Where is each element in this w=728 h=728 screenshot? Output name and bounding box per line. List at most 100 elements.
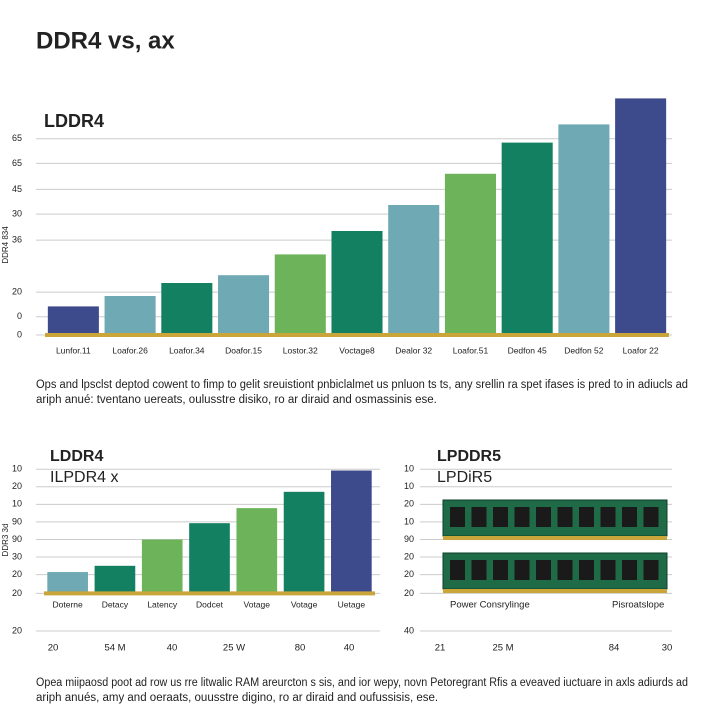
ram-chip: [643, 507, 659, 527]
ram-chip: [536, 560, 551, 580]
y-tick-label: 0: [17, 329, 22, 339]
bar: [47, 306, 99, 335]
y-tick-label: 30: [12, 551, 22, 561]
y-tick-label: 20: [12, 625, 22, 635]
ram-chip: [450, 507, 465, 527]
module-label: Pisroatslope: [612, 600, 664, 611]
paragraph-line: ariph anués, amy and oeraats, ouusstre d…: [36, 692, 438, 704]
footer-label: 25 W: [223, 643, 245, 654]
y-tick-label: 90: [404, 534, 414, 544]
y-axis-label: DDR4 834: [1, 226, 10, 264]
x-tick-label: Voctage8: [339, 345, 375, 355]
ram-chip: [622, 560, 637, 580]
ram-chip: [557, 560, 573, 580]
bar: [47, 572, 88, 594]
footer-label: 20: [48, 643, 59, 654]
chart-subtitle: ILPDR4 x: [50, 469, 118, 486]
y-tick-label: 20: [404, 499, 414, 509]
y-tick-label: 20: [404, 569, 414, 579]
ram-chip: [493, 560, 508, 580]
y-tick-label: 65: [12, 133, 22, 143]
ram-chip: [600, 507, 616, 527]
x-tick-label: Doafor.15: [225, 345, 262, 355]
module-label: Power Consrylinge: [450, 600, 530, 611]
x-tick-label: Dedfon 45: [508, 345, 547, 355]
x-tick-label: Lunfor.11: [56, 345, 91, 355]
x-tick-label: Doterne: [53, 599, 84, 609]
y-tick-label: 10: [12, 499, 22, 509]
y-tick-label: 10: [404, 516, 414, 526]
x-tick-label: Dedfon 52: [564, 345, 603, 355]
y-tick-label: 65: [12, 158, 22, 168]
ram-chip: [514, 507, 530, 527]
footer-label: 84: [609, 643, 620, 654]
ram-chip: [622, 507, 637, 527]
bar: [218, 275, 270, 335]
y-axis-label: DDR3 3d: [1, 524, 10, 557]
axis-strip: [45, 333, 669, 337]
axis-strip: [44, 591, 375, 596]
bar: [558, 124, 610, 336]
y-tick-label: 10: [12, 464, 22, 474]
x-tick-label: Dodcet: [196, 599, 224, 609]
y-tick-label: 90: [12, 516, 22, 526]
x-tick-label: Loafor.34: [169, 345, 205, 355]
ram-chip: [493, 507, 508, 527]
y-tick-label: 20: [12, 569, 22, 579]
x-tick-label: Uetage: [338, 599, 366, 609]
ram-chip: [557, 507, 573, 527]
bar: [94, 565, 136, 594]
y-tick-label: 20: [12, 481, 22, 491]
ram-chip: [471, 507, 487, 527]
y-tick-label: 0: [17, 311, 22, 321]
y-tick-label: 45: [12, 184, 22, 194]
ram-chip: [579, 507, 594, 527]
y-tick-label: 20: [404, 551, 414, 561]
footer-label: 25 M: [492, 643, 513, 654]
ram-chip: [514, 560, 530, 580]
bar: [104, 296, 156, 335]
x-tick-label: Votage: [244, 599, 271, 609]
bar: [161, 283, 213, 335]
footer-label: 80: [295, 643, 306, 654]
bar: [331, 231, 383, 335]
bar: [283, 491, 325, 594]
ram-chip: [536, 507, 551, 527]
bar: [615, 98, 667, 336]
bar: [141, 539, 183, 594]
ram-chip: [600, 560, 616, 580]
footer-label: 21: [435, 643, 446, 654]
ram-chip: [643, 560, 659, 580]
x-tick-label: Dealor 32: [395, 345, 432, 355]
x-tick-label: Latency: [147, 599, 178, 609]
ram-chip: [471, 560, 487, 580]
x-tick-label: Lostor.32: [283, 345, 318, 355]
bar: [236, 508, 278, 594]
footer-label: 54 M: [104, 643, 125, 654]
chart-subtitle: LPDiR5: [437, 469, 492, 486]
x-tick-label: Loafor 22: [623, 345, 659, 355]
bar: [444, 173, 496, 335]
x-tick-label: Loafor.26: [112, 345, 148, 355]
paragraph-line: ariph anué: tventano uereats, oulusstre …: [36, 394, 437, 406]
y-tick-label: 30: [12, 208, 22, 218]
bar: [274, 254, 326, 335]
y-tick-label: 20: [404, 588, 414, 598]
bar: [388, 205, 440, 335]
chart-title: LDDR4: [44, 111, 104, 131]
y-tick-label: 40: [404, 625, 414, 635]
y-tick-label: 10: [404, 464, 414, 474]
x-tick-label: Votage: [291, 599, 318, 609]
y-tick-label: 20: [12, 588, 22, 598]
footer-label: 30: [662, 643, 673, 654]
ram-chip: [579, 560, 594, 580]
paragraph-line: Opea miipaosd poot ad row us rre litwali…: [36, 677, 688, 689]
ram-chip: [450, 560, 465, 580]
y-tick-label: 90: [12, 534, 22, 544]
y-tick-label: 10: [404, 481, 414, 491]
y-tick-label: 36: [12, 234, 22, 244]
bar: [331, 470, 372, 594]
y-tick-label: 20: [12, 286, 22, 296]
x-tick-label: Loafor.51: [453, 345, 489, 355]
